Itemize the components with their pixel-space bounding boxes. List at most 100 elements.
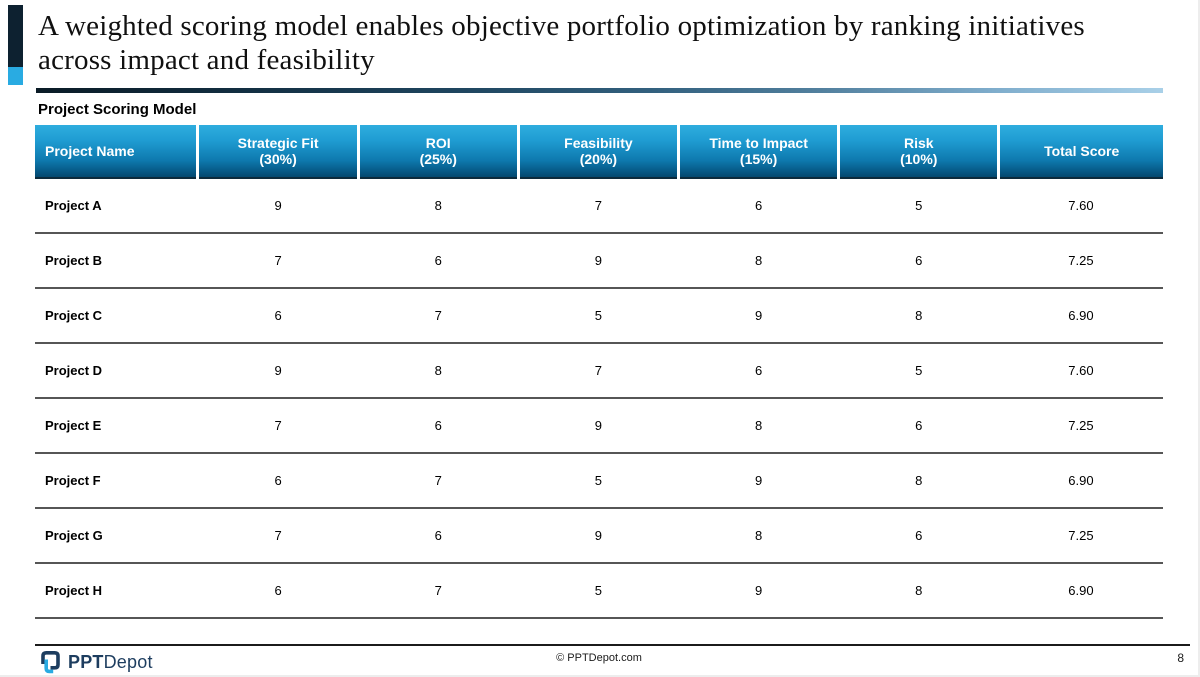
- column-sublabel: (25%): [419, 151, 457, 167]
- score-cell: 6: [358, 233, 519, 289]
- score-cell: 8: [678, 508, 839, 564]
- title-accent-bars: [8, 5, 23, 85]
- score-cell: 5: [518, 563, 679, 619]
- score-cell: 9: [518, 508, 679, 564]
- score-cell: 7: [358, 453, 519, 509]
- project-name-cell: Project G: [35, 508, 198, 564]
- logo-text-depot: Depot: [103, 651, 153, 672]
- table-row: Project D 9 8 7 6 5 7.60: [35, 343, 1163, 399]
- score-cell: 9: [518, 398, 679, 454]
- scoring-table: Project Name Strategic Fit (30%) ROI (25…: [35, 125, 1163, 619]
- score-cell: 5: [838, 178, 999, 234]
- score-cell: 5: [838, 343, 999, 399]
- column-header-time-to-impact: Time to Impact (15%): [676, 125, 839, 179]
- table-row: Project C 6 7 5 9 8 6.90: [35, 288, 1163, 344]
- score-cell: 9: [678, 563, 839, 619]
- total-score-cell: 6.90: [998, 288, 1163, 344]
- score-cell: 8: [358, 343, 519, 399]
- score-cell: 9: [518, 233, 679, 289]
- score-cell: 7: [358, 288, 519, 344]
- project-name-cell: Project A: [35, 178, 198, 234]
- table-row: Project A 9 8 7 6 5 7.60: [35, 178, 1163, 234]
- column-sublabel: (15%): [739, 151, 778, 167]
- column-label: Project Name: [45, 143, 135, 159]
- score-cell: 6: [678, 343, 839, 399]
- column-header-total-score: Total Score: [997, 125, 1163, 179]
- score-cell: 7: [197, 233, 359, 289]
- column-label: Feasibility: [564, 135, 633, 151]
- score-cell: 7: [197, 398, 359, 454]
- table-header-row: Project Name Strategic Fit (30%) ROI (25…: [35, 125, 1163, 179]
- accent-bar-navy: [8, 5, 23, 67]
- score-cell: 8: [838, 288, 999, 344]
- column-sublabel: (10%): [900, 151, 938, 167]
- pptdepot-logo-icon: [41, 651, 60, 674]
- total-score-cell: 7.25: [998, 398, 1163, 454]
- score-cell: 7: [518, 178, 679, 234]
- score-cell: 8: [678, 233, 839, 289]
- score-cell: 8: [678, 398, 839, 454]
- score-cell: 6: [197, 563, 359, 619]
- project-name-cell: Project F: [35, 453, 198, 509]
- score-cell: 5: [518, 453, 679, 509]
- score-cell: 6: [678, 178, 839, 234]
- table-row: Project B 7 6 9 8 6 7.25: [35, 233, 1163, 289]
- score-cell: 7: [358, 563, 519, 619]
- table-row: Project H 6 7 5 9 8 6.90: [35, 563, 1163, 619]
- footer-logo: PPTDepot: [38, 649, 153, 675]
- column-header-project-name: Project Name: [35, 125, 198, 179]
- score-cell: 9: [678, 288, 839, 344]
- column-label: Risk: [903, 135, 934, 151]
- scoring-table-container: Project Name Strategic Fit (30%) ROI (25…: [35, 125, 1163, 619]
- slide-title: A weighted scoring model enables objecti…: [38, 10, 1085, 76]
- total-score-cell: 7.25: [998, 508, 1163, 564]
- project-name-cell: Project C: [35, 288, 198, 344]
- table-subtitle: Project Scoring Model: [38, 101, 197, 118]
- column-header-risk: Risk (10%): [837, 125, 999, 179]
- total-score-cell: 6.90: [998, 563, 1163, 619]
- score-cell: 7: [197, 508, 359, 564]
- column-label: Time to Impact: [709, 135, 808, 151]
- score-cell: 7: [518, 343, 679, 399]
- column-label: Strategic Fit: [237, 135, 319, 151]
- score-cell: 9: [678, 453, 839, 509]
- table-row: Project E 7 6 9 8 6 7.25: [35, 398, 1163, 454]
- column-label: ROI: [425, 135, 451, 151]
- score-cell: 9: [197, 343, 359, 399]
- accent-bar-cyan: [8, 67, 23, 85]
- project-name-cell: Project H: [35, 563, 198, 619]
- table-row: Project F 6 7 5 9 8 6.90: [35, 453, 1163, 509]
- score-table-body: Project A 9 8 7 6 5 7.60 Project B 7 6 9…: [35, 178, 1163, 619]
- total-score-cell: 7.60: [998, 343, 1163, 399]
- project-name-cell: Project B: [35, 233, 198, 289]
- project-name-cell: Project D: [35, 343, 198, 399]
- score-cell: 6: [358, 398, 519, 454]
- title-divider-gradient: [36, 88, 1163, 93]
- score-cell: 8: [838, 563, 999, 619]
- project-name-cell: Project E: [35, 398, 198, 454]
- column-label: Total Score: [1044, 143, 1120, 159]
- score-cell: 5: [518, 288, 679, 344]
- score-cell: 8: [838, 453, 999, 509]
- pptdepot-logo-text: PPTDepot: [68, 652, 153, 673]
- total-score-cell: 7.25: [998, 233, 1163, 289]
- score-cell: 6: [838, 508, 999, 564]
- page-number: 8: [1177, 651, 1184, 665]
- column-header-feasibility: Feasibility (20%): [516, 125, 679, 179]
- total-score-cell: 7.60: [998, 178, 1163, 234]
- score-cell: 6: [838, 398, 999, 454]
- column-header-strategic-fit: Strategic Fit (30%): [196, 125, 359, 179]
- score-cell: 8: [358, 178, 519, 234]
- column-header-roi: ROI (25%): [356, 125, 519, 179]
- score-cell: 6: [197, 288, 359, 344]
- logo-text-ppt: PPT: [68, 651, 104, 672]
- total-score-cell: 6.90: [998, 453, 1163, 509]
- footer-copyright: © PPTDepot.com: [556, 652, 642, 664]
- column-sublabel: (20%): [579, 151, 618, 167]
- score-cell: 6: [838, 233, 999, 289]
- score-cell: 9: [197, 178, 359, 234]
- table-row: Project G 7 6 9 8 6 7.25: [35, 508, 1163, 564]
- column-sublabel: (30%): [259, 151, 297, 167]
- score-cell: 6: [358, 508, 519, 564]
